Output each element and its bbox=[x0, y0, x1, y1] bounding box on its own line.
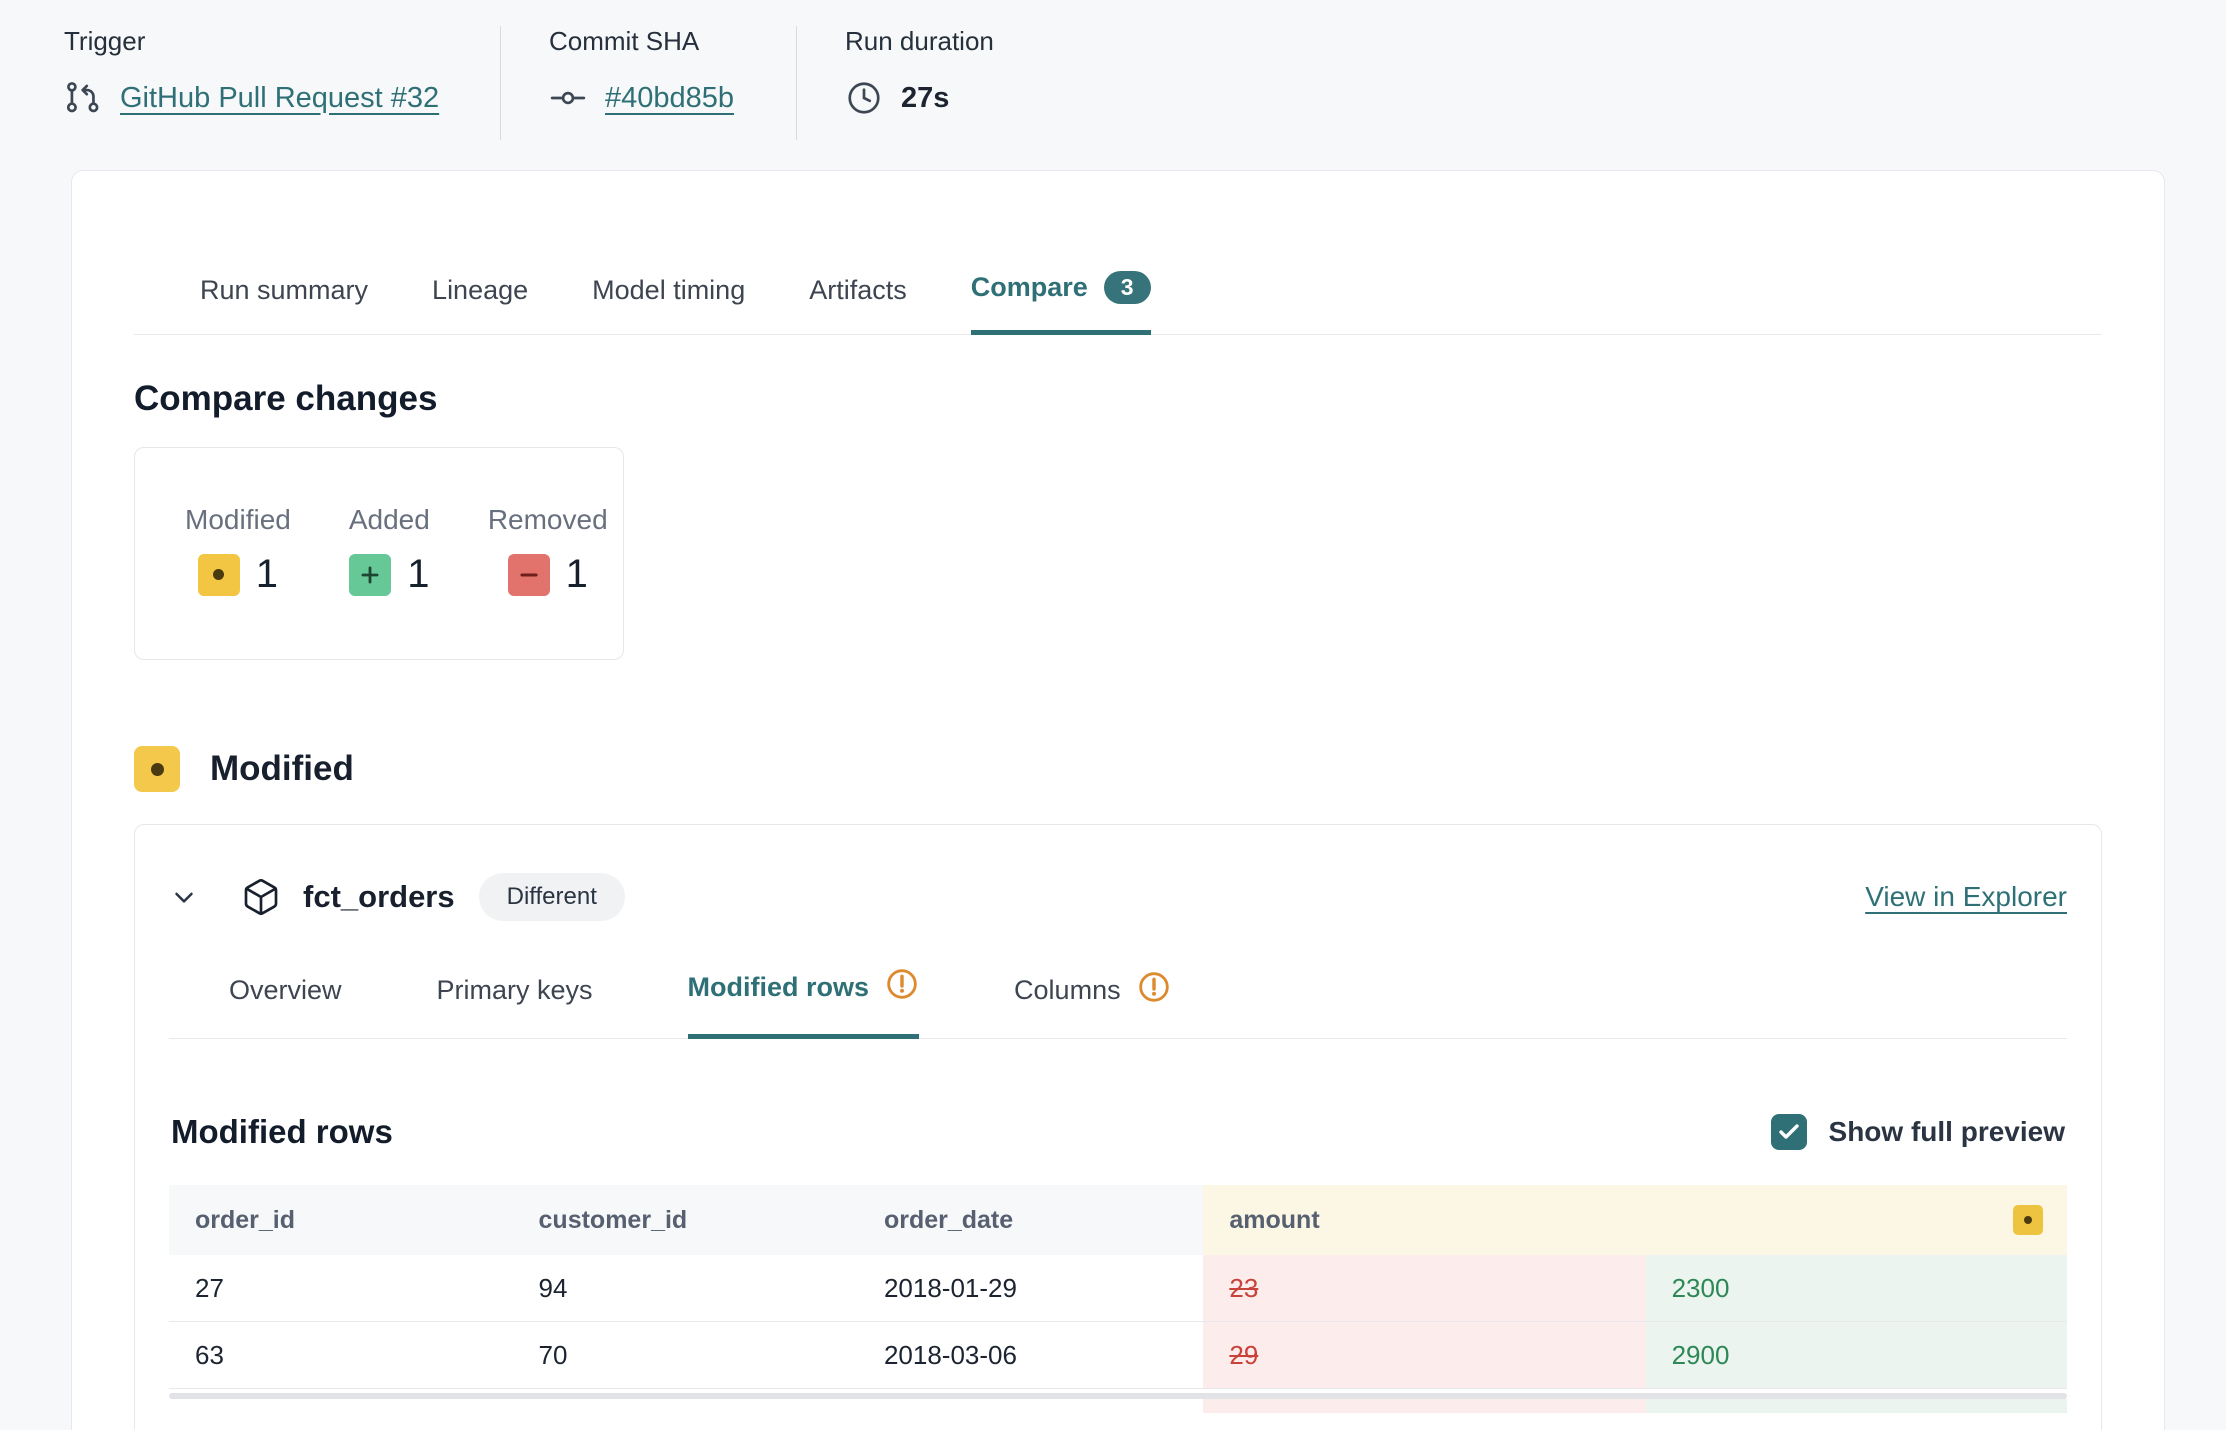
cell-customer-id: 94 bbox=[512, 1255, 858, 1322]
cell-customer-id bbox=[513, 1399, 858, 1413]
cell-order-date: 2018-01-29 bbox=[857, 1255, 1204, 1322]
column-header-customer-id: customer_id bbox=[512, 1185, 858, 1255]
model-card-header: fct_orders Different View in Explorer bbox=[169, 825, 2067, 921]
modified-section-header: Modified bbox=[134, 746, 2102, 792]
commit-label: Commit SHA bbox=[549, 26, 700, 56]
duration-value: 27s bbox=[901, 81, 950, 114]
checkbox-checked-icon[interactable] bbox=[1770, 1114, 1807, 1150]
column-header-order-id: order_id bbox=[169, 1185, 513, 1255]
cell-amount-old: 23 bbox=[1203, 1255, 1646, 1322]
stat-removed: Removed 1 bbox=[488, 504, 608, 597]
show-full-preview-toggle[interactable]: Show full preview bbox=[1770, 1114, 2065, 1150]
meta-duration: Run duration 27s bbox=[796, 26, 1050, 140]
cell-amount-new: 2900 bbox=[1645, 1322, 2067, 1389]
cell-customer-id: 70 bbox=[512, 1322, 858, 1389]
trigger-label: Trigger bbox=[64, 26, 146, 56]
trigger-link[interactable]: GitHub Pull Request #32 bbox=[120, 81, 440, 114]
tab-run-summary[interactable]: Run summary bbox=[200, 274, 369, 305]
modified-rows-header: Modified rows Show full preview bbox=[169, 1113, 2067, 1151]
duration-label: Run duration bbox=[845, 26, 994, 56]
stat-added-value: 1 bbox=[407, 552, 430, 596]
removed-icon bbox=[507, 553, 550, 596]
clock-icon bbox=[845, 79, 883, 117]
stat-modified-label: Modified bbox=[185, 504, 291, 535]
column-header-amount-new bbox=[1645, 1185, 2067, 1255]
run-detail-card: Run summary Lineage Model timing Artifac… bbox=[71, 170, 2165, 1430]
cell-order-id: 27 bbox=[169, 1255, 513, 1322]
table-row: 27 94 2018-01-29 23 2300 bbox=[169, 1255, 2067, 1322]
warning-icon bbox=[1137, 970, 1171, 1011]
model-cube-icon bbox=[241, 877, 281, 917]
model-name: fct_orders bbox=[303, 879, 455, 914]
tab-columns[interactable]: Columns bbox=[1014, 967, 1171, 1039]
modified-column-icon bbox=[2012, 1205, 2043, 1235]
table-row: 63 70 2018-03-06 29 2900 bbox=[169, 1322, 2067, 1389]
tab-artifacts[interactable]: Artifacts bbox=[809, 274, 907, 305]
warning-icon bbox=[885, 967, 919, 1008]
modified-icon bbox=[197, 553, 240, 596]
stat-added-label: Added bbox=[348, 504, 430, 535]
cell-order-id: 63 bbox=[169, 1322, 513, 1389]
column-header-amount: amount bbox=[1203, 1185, 1646, 1255]
cell-order-date bbox=[858, 1399, 1203, 1413]
cell-order-date: 2018-03-06 bbox=[857, 1322, 1204, 1389]
model-card-fct-orders: fct_orders Different View in Explorer Ov… bbox=[134, 824, 2102, 1430]
cell-amount-new bbox=[1645, 1399, 2067, 1413]
stat-removed-value: 1 bbox=[565, 552, 588, 596]
added-icon bbox=[349, 553, 392, 596]
stat-removed-label: Removed bbox=[487, 504, 608, 535]
status-badge: Different bbox=[478, 873, 625, 921]
tab-primary-keys[interactable]: Primary keys bbox=[436, 974, 593, 1005]
modified-icon bbox=[134, 746, 180, 792]
table-row bbox=[169, 1399, 2067, 1413]
meta-trigger: Trigger GitHub Pull Request #32 bbox=[64, 26, 500, 140]
model-tabs: Overview Primary keys Modified rows Colu… bbox=[169, 967, 2067, 1039]
compare-count-badge: 3 bbox=[1103, 271, 1151, 304]
main-tabs: Run summary Lineage Model timing Artifac… bbox=[134, 271, 2102, 335]
commit-link[interactable]: #40bd85b bbox=[605, 81, 735, 114]
stat-added: Added 1 bbox=[349, 504, 430, 597]
stat-modified-value: 1 bbox=[255, 552, 279, 596]
run-meta-bar: Trigger GitHub Pull Request #32 Commit S… bbox=[0, 0, 2226, 140]
tab-lineage[interactable]: Lineage bbox=[432, 274, 529, 305]
cell-order-id bbox=[169, 1399, 513, 1413]
stat-modified: Modified 1 bbox=[185, 504, 291, 597]
commit-icon bbox=[549, 79, 587, 117]
modified-section-title: Modified bbox=[210, 749, 354, 788]
meta-commit: Commit SHA #40bd85b bbox=[500, 26, 796, 140]
show-full-preview-label: Show full preview bbox=[1828, 1116, 2065, 1147]
tab-compare[interactable]: Compare 3 bbox=[970, 271, 1151, 335]
pull-request-icon bbox=[64, 79, 102, 117]
cell-amount-new: 2300 bbox=[1645, 1255, 2067, 1322]
page-title: Compare changes bbox=[134, 379, 438, 418]
table-header-row: order_id customer_id order_date amount bbox=[169, 1185, 2067, 1255]
cell-amount-old bbox=[1203, 1399, 1646, 1413]
modified-rows-table: order_id customer_id order_date amount 2… bbox=[169, 1185, 2067, 1413]
column-header-order-date: order_date bbox=[857, 1185, 1204, 1255]
view-in-explorer-link[interactable]: View in Explorer bbox=[1865, 881, 2067, 912]
modified-rows-title: Modified rows bbox=[171, 1113, 393, 1150]
tab-model-timing[interactable]: Model timing bbox=[592, 274, 746, 305]
chevron-down-icon[interactable] bbox=[169, 882, 199, 912]
compare-summary-card: Modified 1 Added 1 Removed 1 bbox=[134, 447, 624, 660]
cell-amount-old: 29 bbox=[1203, 1322, 1646, 1389]
tab-modified-rows[interactable]: Modified rows bbox=[687, 967, 920, 1039]
horizontal-scrollbar[interactable] bbox=[169, 1393, 2067, 1399]
tab-overview[interactable]: Overview bbox=[229, 974, 342, 1005]
